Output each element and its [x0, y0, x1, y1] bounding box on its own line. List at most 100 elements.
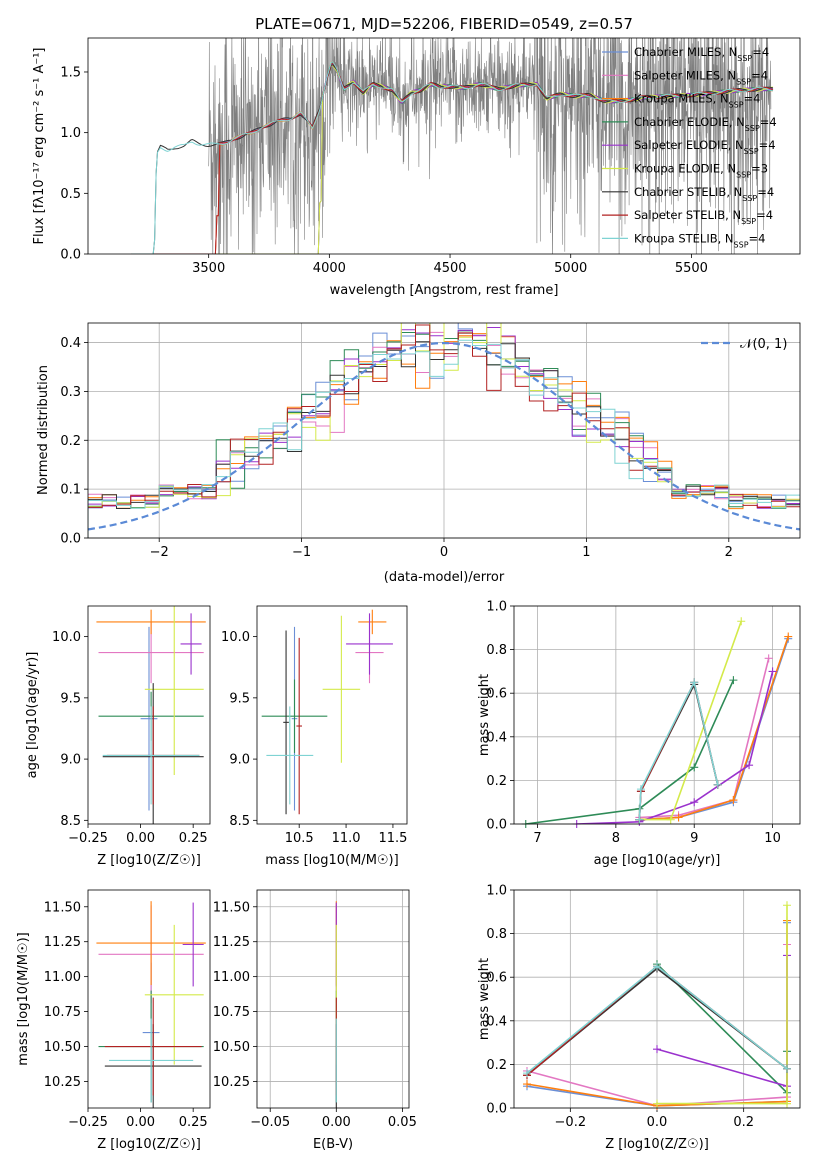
age-weight-ytick-label: 1.0: [486, 600, 507, 615]
z-weight-marker-kroupa-elodie: [653, 1099, 661, 1108]
z-weight-ytick-label: 0.2: [486, 1058, 507, 1073]
legend-label-chabrier-miles: Chabrier MILES, NSSP=4: [634, 45, 769, 63]
spectrum-panel: 3500 4000 4500 5000 5500 0.0 0.5 1.0 1.5 Chabrier…: [32, 15, 801, 298]
legend-subscript: SSP: [736, 170, 751, 179]
ebv-mass-ytick-label: 10.25: [213, 1075, 250, 1090]
normal-curve: [88, 342, 800, 531]
z-mass-frame: [87, 889, 211, 1109]
legend-subscript: SSP: [745, 123, 760, 132]
age-weight-line-chabrier-elodie: [525, 679, 735, 824]
z-weight-frame: [513, 889, 801, 1109]
histogram-panel: −2 −1 0 1 2 0.0 0.1 0.2 0.3 0.4 𝒩(0, 1) (data-model…: [36, 322, 801, 585]
z-mass-panel: −0.25 0.00 0.25 10.25 10.50 10.75 11.00 11.25 11…: [16, 889, 211, 1152]
age-weight-marker-kroupa-miles: [674, 813, 683, 822]
z-mass-ytick-label: 10.75: [44, 1005, 81, 1020]
z-weight-marker-salpeter-elodie: [653, 1045, 661, 1054]
legend-value: =4: [759, 138, 776, 152]
age-weight-ytick-label: 0.4: [486, 730, 507, 745]
mass-age-xtick-label: 11.0: [332, 831, 361, 846]
z-age-frame: [87, 605, 211, 825]
histogram-salpeter-stelib: [88, 324, 800, 538]
spectrum-data-line: [208, 38, 772, 254]
ebv-mass-ytick-label: 10.75: [213, 1005, 250, 1020]
z-weight-xtick-label: −0.2: [555, 1115, 587, 1130]
legend-label-normal: 𝒩(0, 1): [740, 337, 787, 352]
spectrum-xtick-label: 5000: [554, 261, 587, 276]
z-mass-xlabel: Z [log10(Z/Z☉)]: [97, 1137, 201, 1152]
z-weight-marker-kroupa-stelib: [653, 962, 661, 971]
z-mass-xtick-label: 0.00: [126, 1115, 155, 1130]
ebv-mass-ytick-label: 11.25: [213, 935, 250, 950]
z-weight-ytick-label: 0.4: [486, 1014, 507, 1029]
age-weight-ytick-label: 0.2: [486, 774, 507, 789]
age-weight-marker-kroupa-elodie: [666, 815, 675, 824]
histogram-xtick-label: −2: [150, 545, 169, 560]
mass-age-xtick-label: 10.5: [285, 831, 314, 846]
age-weight-marker-kroupa-stelib: [690, 678, 699, 687]
legend-value: =4: [760, 115, 777, 129]
spectrum-frame: [87, 37, 801, 255]
spectrum-ytick-label: 1.0: [60, 126, 81, 141]
z-mass-ytick-label: 11.00: [44, 970, 81, 985]
spectrum-model-kroupa-stelib: [131, 61, 774, 254]
legend-subscript: SSP: [736, 77, 751, 86]
ebv-mass-ytick-label: 11.50: [213, 900, 250, 915]
age-weight-xlabel: age [log10(age/yr)]: [594, 853, 721, 868]
age-weight-marker-kroupa-stelib: [713, 780, 722, 789]
age-weight-ytick-label: 0.0: [486, 818, 507, 833]
age-weight-marker-salpeter-miles: [764, 654, 773, 663]
spectrum-xtick-label: 4000: [313, 261, 346, 276]
z-weight-marker-kroupa-elodie: [783, 1099, 791, 1108]
mass-age-ytick-label: 9.5: [229, 691, 250, 706]
mass-age-frame: [256, 605, 408, 825]
z-age-ylabel: age [log10(age/yr)]: [25, 652, 40, 779]
z-weight-xtick-label: 0.0: [647, 1115, 668, 1130]
age-weight-ytick-label: 0.8: [486, 643, 507, 658]
legend-label-salpeter-stelib: Salpeter STELIB, NSSP=4: [634, 208, 773, 226]
age-weight-marker-kroupa-elodie: [737, 617, 746, 626]
legend-label-kroupa-stelib: Kroupa STELIB, NSSP=4: [634, 231, 765, 249]
legend-value: =4: [757, 185, 774, 199]
legend-subscript: SSP: [741, 217, 756, 226]
histogram-xlabel: (data-model)/error: [384, 570, 505, 585]
z-age-xlabel: Z [log10(Z/Z☉)]: [97, 853, 201, 868]
z-weight-marker-kroupa-miles: [523, 1080, 531, 1089]
legend-subscript: SSP: [737, 54, 752, 63]
ebv-mass-xtick-label: 0.00: [322, 1115, 351, 1130]
ebv-mass-ytick-label: 11.00: [213, 970, 250, 985]
legend-value: =4: [752, 45, 769, 59]
legend-subscript: SSP: [729, 100, 744, 109]
spectrum-model-chabrier-stelib: [131, 64, 774, 254]
z-weight-ytick-label: 0.6: [486, 971, 507, 986]
histogram-kroupa-stelib: [88, 339, 800, 538]
age-weight-marker-kroupa-stelib: [636, 785, 645, 794]
spectrum-model-salpeter-stelib: [131, 62, 774, 254]
legend-label-kroupa-elodie: Kroupa ELODIE, NSSP=3: [634, 162, 768, 180]
z-weight-ytick-label: 0.8: [486, 927, 507, 942]
spectrum-ytick-label: 0.5: [60, 187, 81, 202]
legend-label-chabrier-elodie: Chabrier ELODIE, NSSP=4: [634, 115, 777, 132]
ebv-mass-xtick-label: 0.05: [388, 1115, 417, 1130]
z-weight-ylabel: mass weight: [477, 958, 492, 1040]
ebv-mass-frame: [256, 889, 410, 1109]
legend-value: =3: [751, 162, 768, 176]
age-weight-xtick-label: 9: [690, 831, 698, 846]
histogram-xtick-label: 1: [582, 545, 590, 560]
z-weight-marker-kroupa-stelib: [783, 1064, 791, 1073]
histogram-ytick-label: 0.2: [60, 434, 81, 449]
legend-value: =4: [756, 208, 773, 222]
z-age-ytick-label: 8.5: [60, 814, 81, 829]
histogram-ylabel: Normed distribution: [36, 365, 51, 495]
age-weight-marker-kroupa-miles: [784, 632, 793, 641]
age-weight-ytick-label: 0.6: [486, 687, 507, 702]
age-weight-marker-chabrier-elodie: [690, 763, 699, 772]
legend-label-salpeter-miles: Salpeter MILES, NSSP=4: [634, 68, 768, 86]
z-mass-xtick-label: −0.25: [68, 1115, 108, 1130]
histogram-xtick-label: 0: [440, 545, 448, 560]
age-weight-line-salpeter-miles: [639, 658, 770, 819]
age-weight-panel: 7 8 9 10 0.0 0.2 0.4 0.6 0.8 1.0 age [log10(age/yr…: [477, 600, 801, 868]
age-weight-frame: [513, 605, 801, 825]
z-weight-xtick-label: 0.2: [733, 1115, 754, 1130]
age-weight-marker-salpeter-elodie: [745, 761, 754, 770]
spectrum-ytick-label: 1.5: [60, 65, 81, 80]
